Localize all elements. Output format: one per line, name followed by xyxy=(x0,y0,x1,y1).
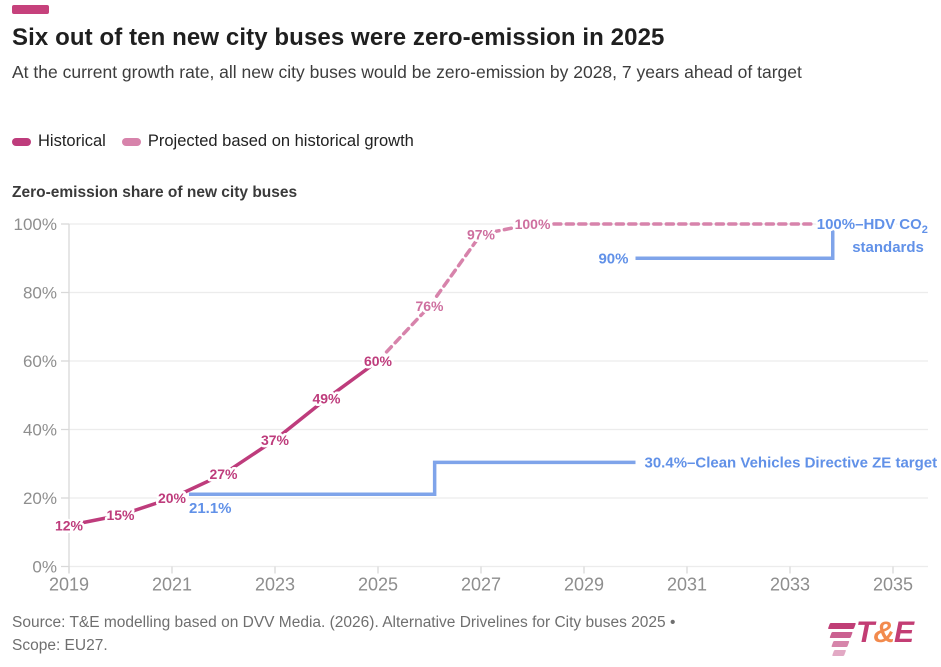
svg-text:2035: 2035 xyxy=(873,575,913,595)
logo-letter-e: E xyxy=(894,616,914,649)
svg-text:60%: 60% xyxy=(364,353,393,369)
legend-label: Projected based on historical growth xyxy=(147,132,414,150)
svg-text:0%: 0% xyxy=(32,558,57,577)
page-subtitle: At the current growth rate, all new city… xyxy=(12,62,802,82)
svg-text:20%: 20% xyxy=(158,490,187,506)
svg-text:2033: 2033 xyxy=(770,575,810,595)
svg-text:80%: 80% xyxy=(23,284,57,303)
svg-text:2031: 2031 xyxy=(667,575,707,595)
logo-stripe xyxy=(829,632,853,638)
svg-text:12%: 12% xyxy=(55,517,84,533)
logo-stripe xyxy=(827,623,857,629)
legend-item-projected: Projected based on historical growth xyxy=(121,132,414,151)
svg-text:21.1%: 21.1% xyxy=(189,500,232,517)
svg-text:20%: 20% xyxy=(23,489,57,508)
svg-text:60%: 60% xyxy=(23,352,57,371)
projected-swatch-icon xyxy=(121,137,141,146)
source-note: Source: T&E modelling based on DVV Media… xyxy=(12,612,812,657)
source-line: Source: T&E modelling based on DVV Media… xyxy=(12,614,676,631)
te-logo-text: T&E xyxy=(856,616,914,650)
te-logo: T&E xyxy=(810,616,936,662)
svg-text:2021: 2021 xyxy=(152,575,192,595)
svg-text:40%: 40% xyxy=(23,421,57,440)
svg-text:2029: 2029 xyxy=(564,575,604,595)
svg-text:100%: 100% xyxy=(14,215,57,234)
svg-text:97%: 97% xyxy=(467,226,496,242)
logo-stripe xyxy=(831,650,847,656)
svg-text:15%: 15% xyxy=(106,507,135,523)
chart-title: Zero-emission share of new city buses xyxy=(12,184,298,201)
svg-text:100%: 100% xyxy=(515,216,551,232)
svg-text:2023: 2023 xyxy=(255,575,295,595)
te-logo-stripes-icon xyxy=(810,623,857,656)
svg-text:37%: 37% xyxy=(261,432,290,448)
logo-letter-amp: & xyxy=(873,616,895,649)
scope-line: Scope: EU27. xyxy=(12,636,108,654)
logo-stripe xyxy=(831,641,850,647)
svg-text:49%: 49% xyxy=(312,391,341,407)
legend-item-historical: Historical xyxy=(12,132,106,151)
svg-text:2019: 2019 xyxy=(49,575,89,595)
svg-text:2025: 2025 xyxy=(358,575,398,595)
page-title: Six out of ten new city buses were zero-… xyxy=(12,24,665,51)
svg-text:2027: 2027 xyxy=(461,575,501,595)
logo-letter-t: T xyxy=(856,616,874,649)
svg-text:90%: 90% xyxy=(598,250,628,267)
svg-text:standards: standards xyxy=(852,239,924,256)
historical-swatch-icon xyxy=(12,137,31,146)
accent-bar xyxy=(12,5,49,14)
legend-label: Historical xyxy=(38,132,106,150)
svg-text:30.4%–Clean Vehicles Directive: 30.4%–Clean Vehicles Directive ZE target xyxy=(645,454,938,471)
legend: Historical Projected based on historical… xyxy=(12,132,414,151)
svg-text:76%: 76% xyxy=(415,298,444,314)
svg-text:27%: 27% xyxy=(209,466,238,482)
